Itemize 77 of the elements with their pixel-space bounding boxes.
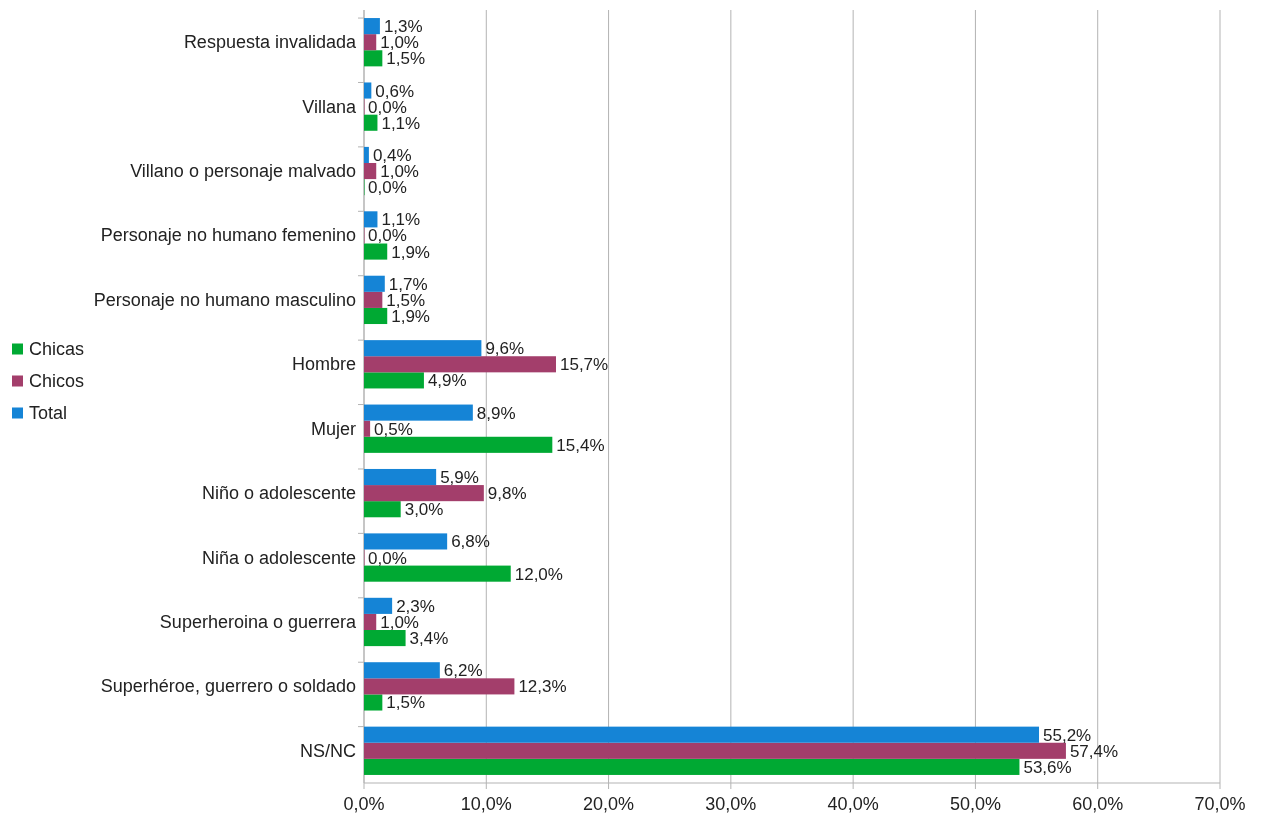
data-label: 6,2% — [443, 661, 483, 681]
bar — [364, 533, 448, 550]
data-label: 12,3% — [518, 677, 567, 697]
x-tick-label: 40,0% — [827, 794, 879, 814]
data-label: 1,1% — [381, 113, 421, 133]
data-label: 9,8% — [487, 484, 527, 504]
bar — [364, 420, 371, 437]
y-tick-label: Niña o adolescente — [201, 547, 356, 568]
x-tick-label: 10,0% — [460, 794, 512, 814]
bar — [364, 82, 372, 99]
data-label: 8,9% — [476, 403, 516, 423]
data-label: 6,8% — [451, 532, 490, 552]
bar — [364, 468, 437, 486]
data-label: 0,0% — [368, 548, 407, 568]
bar — [364, 436, 553, 453]
bar — [364, 485, 484, 502]
y-tick-label: Hombre — [291, 354, 356, 375]
data-label: 2,3% — [396, 596, 435, 616]
bar — [364, 18, 380, 35]
bar — [364, 34, 377, 51]
bar — [364, 630, 406, 647]
data-label: 0,5% — [374, 419, 413, 439]
data-label: 9,6% — [485, 339, 525, 359]
bar — [364, 356, 556, 373]
bar — [364, 162, 377, 180]
data-label: 3,0% — [404, 500, 444, 520]
data-label: 15,4% — [556, 435, 605, 455]
y-tick-label: Personaje no humano masculino — [93, 289, 356, 310]
bar — [364, 340, 482, 357]
bar — [364, 613, 377, 631]
bar — [364, 146, 369, 163]
x-tick-label: 50,0% — [949, 794, 1001, 814]
bar — [364, 243, 388, 260]
data-label: 12,0% — [514, 564, 563, 584]
bar — [364, 372, 424, 389]
data-label: 1,5% — [386, 693, 426, 713]
data-label: 53,6% — [1023, 757, 1072, 777]
bar — [364, 678, 515, 695]
x-tick-label: 30,0% — [705, 794, 757, 814]
x-tick-label: 70,0% — [1194, 794, 1246, 814]
legend-label: Chicas — [29, 338, 85, 359]
y-tick-label: Personaje no humano femenino — [100, 225, 356, 246]
y-tick-label: Superheroina o guerrera — [159, 611, 357, 632]
x-tick-label: 0,0% — [343, 794, 385, 814]
x-tick-label: 60,0% — [1072, 794, 1124, 814]
x-tick-label: 20,0% — [583, 794, 635, 814]
y-tick-label: Superhéroe, guerrero o soldado — [100, 676, 356, 697]
bar — [364, 758, 1020, 775]
bar — [364, 694, 383, 711]
bar — [364, 565, 511, 582]
legend-label: Total — [29, 402, 68, 423]
bar — [364, 597, 393, 614]
data-label: 0,4% — [372, 145, 412, 165]
bar — [364, 50, 383, 67]
bar — [364, 291, 383, 308]
y-tick-label: Respuesta invalidada — [183, 32, 357, 53]
bar — [364, 275, 385, 292]
data-label: 15,7% — [559, 355, 609, 375]
data-label: 5,9% — [440, 468, 479, 488]
bar — [364, 662, 440, 679]
bar — [364, 211, 378, 228]
y-tick-label: Mujer — [310, 418, 356, 439]
y-tick-label: Villano o personaje malvado — [130, 161, 356, 182]
data-label: 1,7% — [388, 274, 428, 294]
data-label: 4,9% — [427, 371, 467, 391]
bar — [364, 404, 473, 421]
bar — [364, 742, 1066, 759]
bar — [364, 114, 378, 131]
bar — [364, 726, 1040, 743]
data-label: 0,6% — [375, 81, 415, 101]
y-tick-label: Niño o adolescente — [201, 483, 356, 504]
y-tick-label: Villana — [302, 96, 357, 117]
legend-label: Chicos — [29, 370, 85, 391]
bar — [364, 501, 401, 518]
y-tick-label: NS/NC — [299, 740, 356, 761]
bar — [364, 307, 388, 325]
data-label: 3,4% — [409, 629, 449, 649]
